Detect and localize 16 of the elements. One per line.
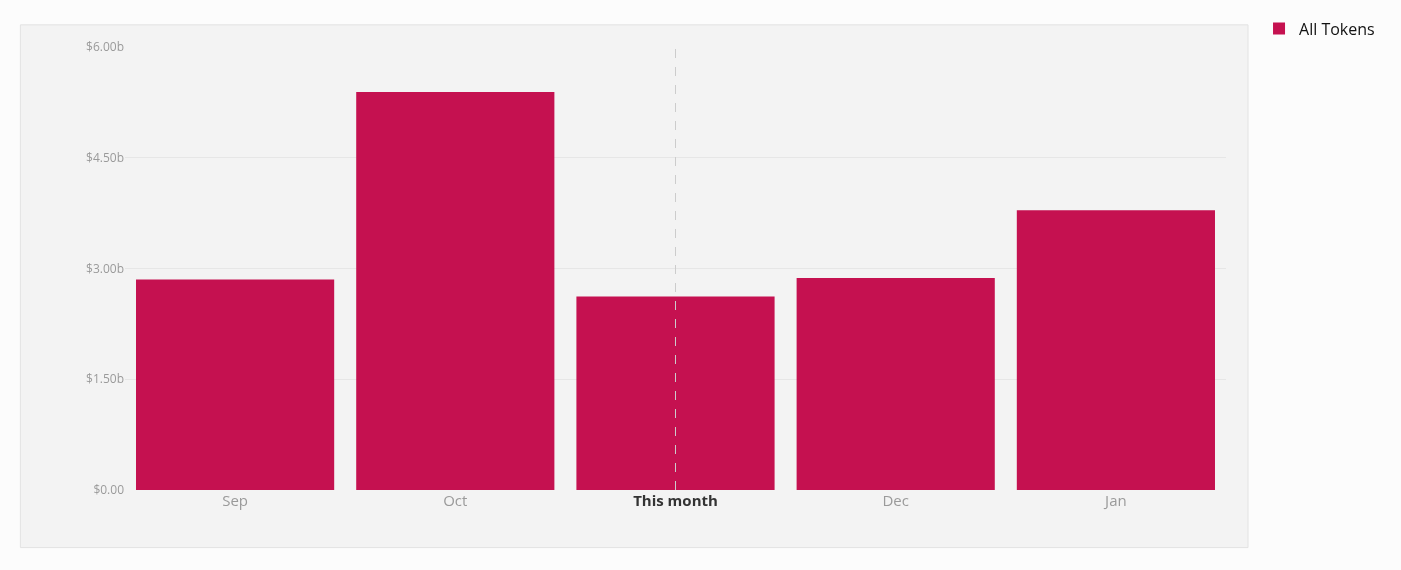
x-tick-label: This month [633,490,718,510]
legend-label: All Tokens [1299,17,1375,40]
y-tick-label: $4.50b [86,148,124,166]
y-tick-label: $0.00 [93,481,125,499]
x-tick-label: Sep [222,490,249,510]
x-tick-label: Oct [443,490,468,510]
x-tick-label: Dec [882,490,909,510]
x-tick-label: Jan [1103,490,1127,510]
bar [136,279,335,490]
y-tick-label: $1.50b [86,370,124,388]
bar [796,278,995,490]
y-tick-label: $6.00b [86,38,124,56]
bar [356,92,555,490]
bar [576,296,775,490]
y-tick-label: $3.00b [86,259,124,277]
bar [1016,210,1215,490]
